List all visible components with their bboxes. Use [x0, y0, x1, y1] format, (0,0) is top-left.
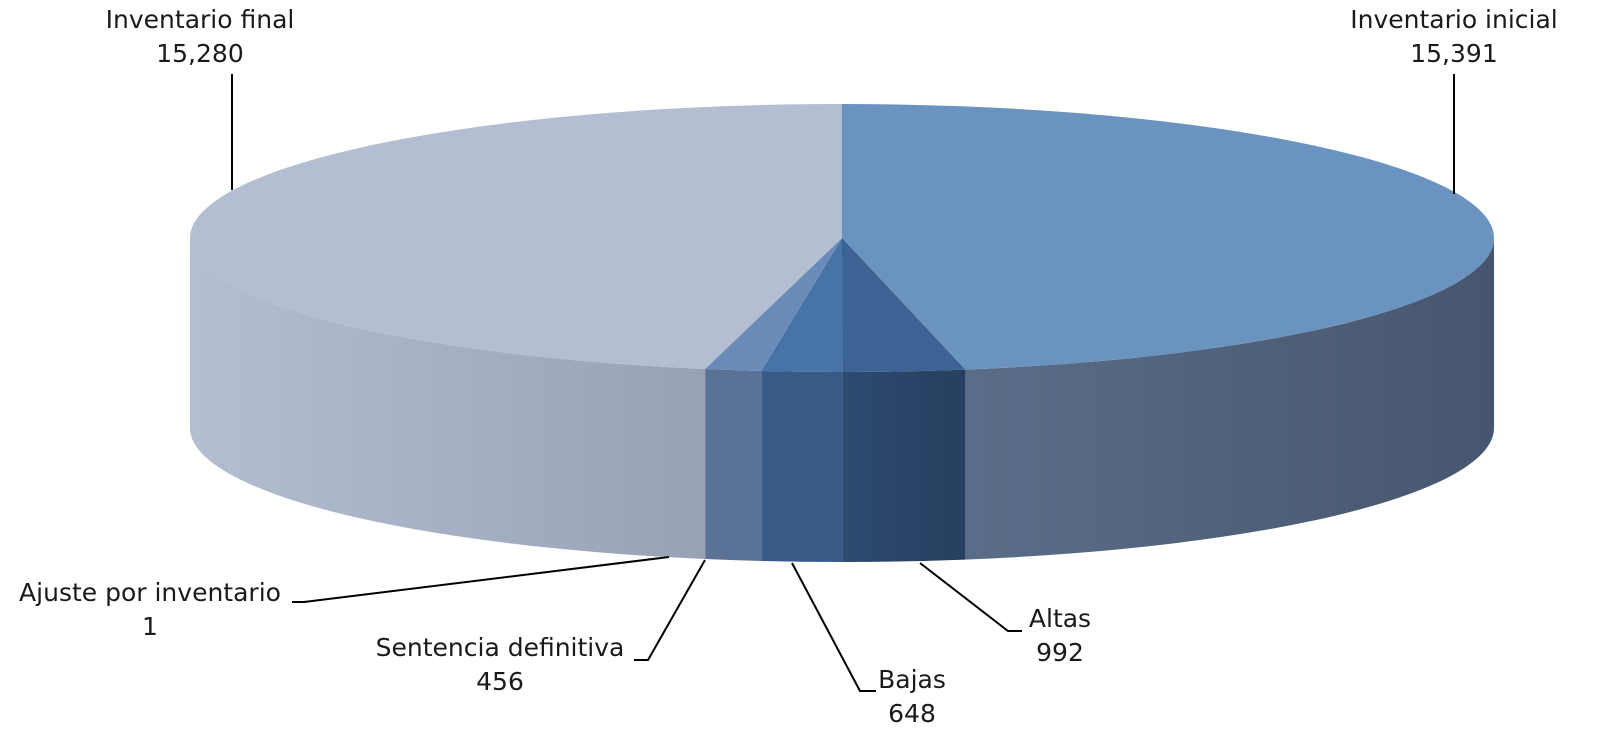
pie-labels: Inventario inicial 15,391 Altas 992 Bajas 648…: [19, 5, 1558, 728]
slice-label-1: Inventario inicial: [1350, 5, 1558, 34]
pie-side-3: [761, 370, 843, 562]
slice-label-6: Inventario final: [106, 5, 295, 34]
leader-line-2: [919, 562, 1022, 632]
pie-slice-6: [190, 104, 843, 370]
pie-side-2: [842, 369, 966, 562]
pie-slice-2: [842, 238, 966, 372]
slice-label-5: Ajuste por inventario: [19, 578, 281, 607]
leader-line-4: [634, 559, 706, 661]
slice-label-2: Altas: [1029, 604, 1091, 633]
pie-tops: [190, 104, 1495, 372]
pie-slice-1: [842, 104, 1495, 370]
slice-value-2: 992: [1036, 638, 1084, 667]
pie-slice-5: [705, 238, 842, 370]
slice-value-1: 15,391: [1410, 39, 1497, 68]
slice-label-3: Bajas: [878, 665, 946, 694]
slice-value-6: 15,280: [156, 39, 243, 68]
pie-slice-3: [761, 238, 843, 372]
slice-value-3: 648: [888, 699, 936, 728]
leader-line-3: [791, 562, 876, 692]
pie-side-1: [965, 238, 1494, 560]
leader-line-5: [292, 556, 670, 603]
pie-sides: [190, 238, 1494, 562]
slice-value-5: 1: [142, 612, 158, 641]
slice-label-4: Sentencia definitiva: [376, 633, 625, 662]
pie-side-6: [190, 238, 706, 560]
pie-slice-4: [705, 238, 842, 371]
pie-side-4: [705, 369, 762, 561]
slice-value-4: 456: [476, 667, 524, 696]
